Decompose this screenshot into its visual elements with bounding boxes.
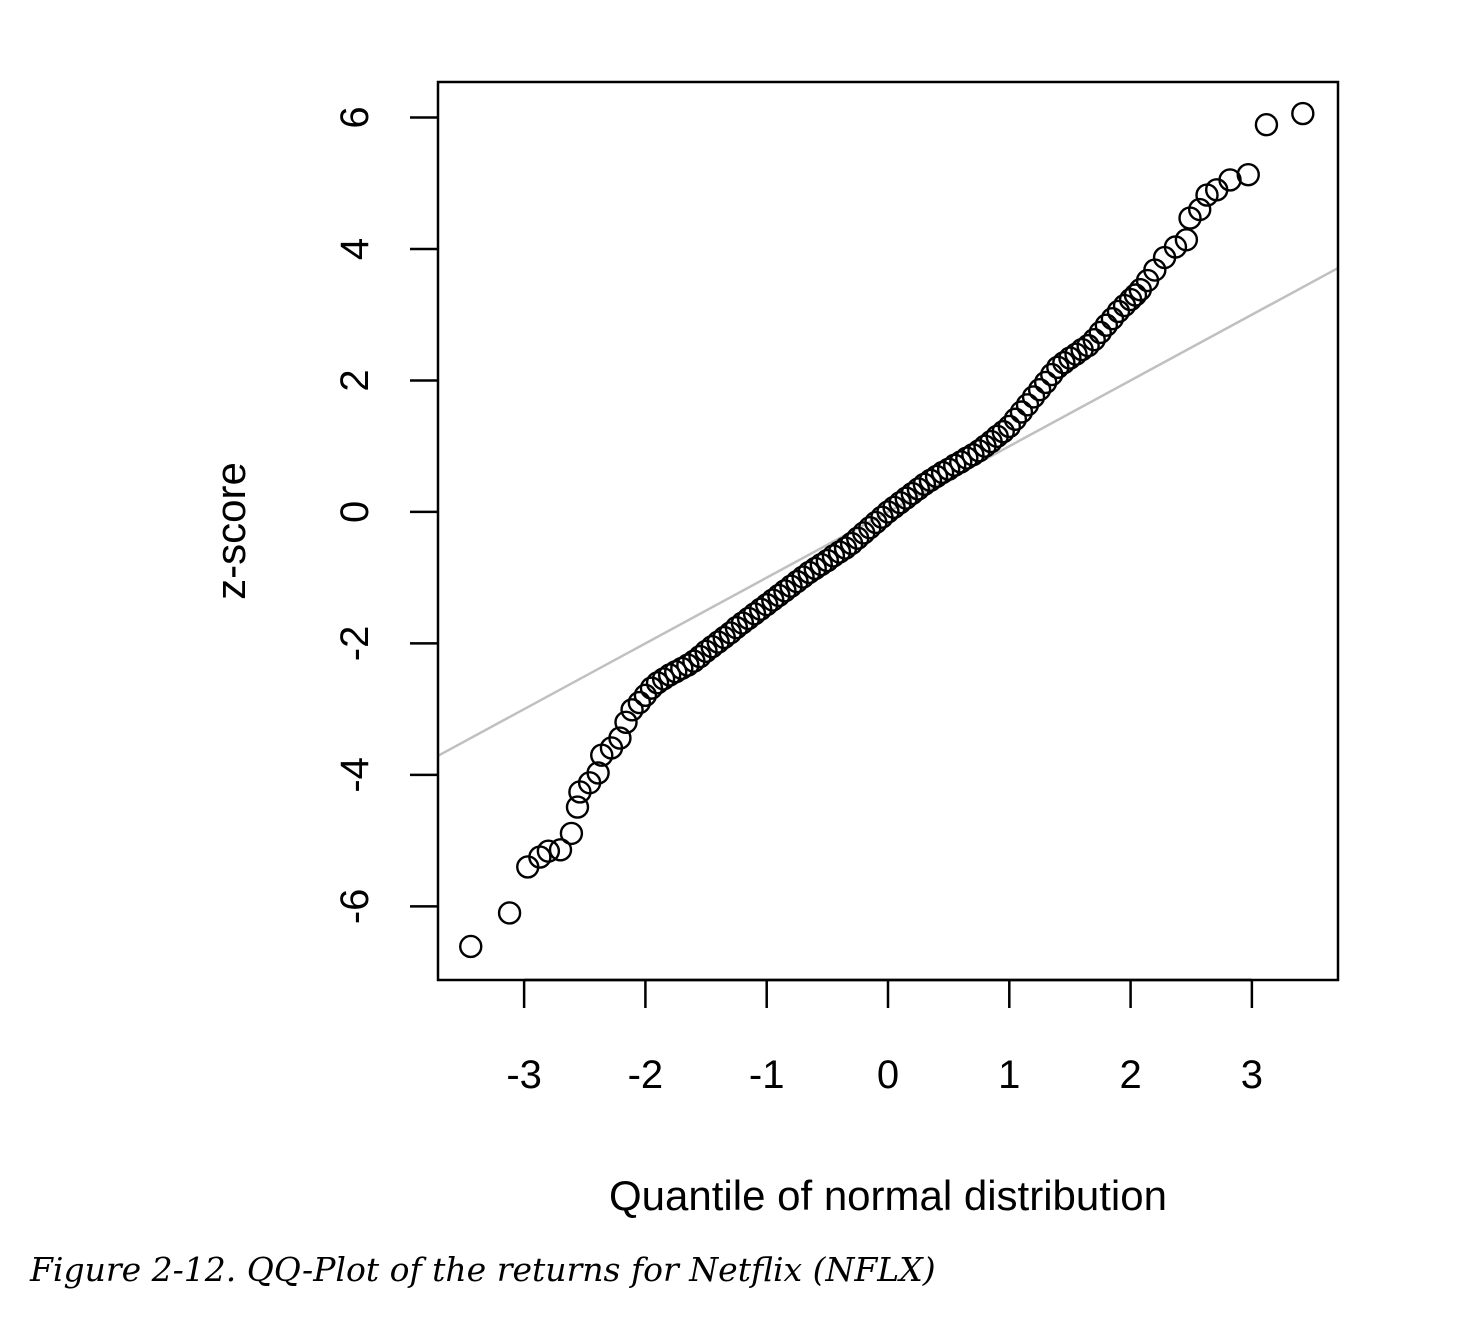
x-tick-label: -3 (506, 1053, 542, 1097)
data-point (497, 901, 522, 925)
data-points (459, 101, 1315, 959)
data-point (797, 560, 821, 585)
data-point (1076, 333, 1100, 358)
data-point (1254, 113, 1279, 137)
y-tick-label: -2 (333, 626, 377, 662)
y-tick-label: -4 (333, 757, 377, 793)
data-point (620, 698, 644, 722)
y-axis-title: z-score (207, 462, 254, 600)
data-point (1188, 197, 1212, 222)
y-tick-label: 0 (333, 501, 377, 523)
data-point (614, 710, 638, 735)
data-point (821, 544, 846, 568)
data-point (645, 671, 670, 695)
data-point (1088, 320, 1112, 345)
data-point (997, 414, 1021, 439)
data-point (809, 552, 833, 577)
data-point (815, 548, 840, 573)
data-point (827, 540, 852, 564)
data-point (991, 420, 1015, 444)
data-point (1058, 346, 1082, 370)
x-axis: -3 -2 -1 0 1 2 3 (506, 978, 1263, 1097)
data-point (565, 795, 590, 819)
x-tick-label: -1 (749, 1053, 785, 1097)
data-point (1123, 283, 1148, 307)
data-point (1094, 313, 1119, 337)
data-point (1027, 377, 1052, 402)
data-point (936, 457, 961, 481)
data-point (912, 472, 937, 497)
data-point (676, 653, 700, 677)
data-point (803, 556, 827, 581)
reference-line (437, 266, 1339, 757)
y-axis: -6 -4 -2 0 2 4 6 (333, 106, 438, 924)
data-point (1236, 162, 1260, 187)
data-point (1033, 370, 1058, 395)
data-point (791, 565, 815, 589)
data-point (608, 726, 632, 750)
data-point (924, 464, 949, 489)
data-point (1100, 306, 1125, 331)
x-tick-label: 3 (1241, 1053, 1263, 1097)
data-point (906, 477, 931, 501)
x-tick-label: -2 (628, 1053, 664, 1097)
x-tick-label: 2 (1119, 1053, 1141, 1097)
data-point (961, 443, 985, 467)
data-point (1009, 400, 1034, 424)
data-point (1003, 407, 1028, 431)
data-point (651, 667, 676, 691)
y-tick-label: 4 (333, 238, 377, 260)
data-point (1021, 385, 1046, 409)
y-tick-label: 2 (333, 369, 377, 391)
x-tick-label: 1 (998, 1053, 1020, 1097)
qq-plot: -3 -2 -1 0 1 2 3 -6 -4 -2 0 2 4 6 Quantile of normal… (207, 80, 1340, 1219)
data-point (918, 468, 943, 493)
data-point (1082, 327, 1106, 352)
x-tick-label: 0 (877, 1053, 899, 1097)
data-point (459, 934, 483, 959)
figure-caption: Figure 2-12. QQ-Plot of the returns for … (30, 1250, 936, 1289)
data-point (536, 839, 561, 863)
data-point (1052, 351, 1076, 375)
y-tick-label: -6 (333, 889, 377, 925)
y-tick-label: 6 (333, 106, 377, 128)
data-point (1015, 393, 1040, 417)
data-point (1174, 228, 1199, 252)
data-point (1291, 101, 1315, 126)
data-point (1106, 299, 1131, 324)
data-point (949, 450, 973, 474)
data-point (586, 761, 610, 785)
plot-frame (436, 80, 1340, 982)
x-axis-title: Quantile of normal distribution (609, 1172, 1167, 1219)
data-point (1064, 342, 1088, 366)
data-point (633, 683, 658, 708)
data-point (627, 690, 652, 715)
data-point (1040, 362, 1064, 387)
data-point (548, 838, 573, 862)
data-point (559, 821, 584, 846)
